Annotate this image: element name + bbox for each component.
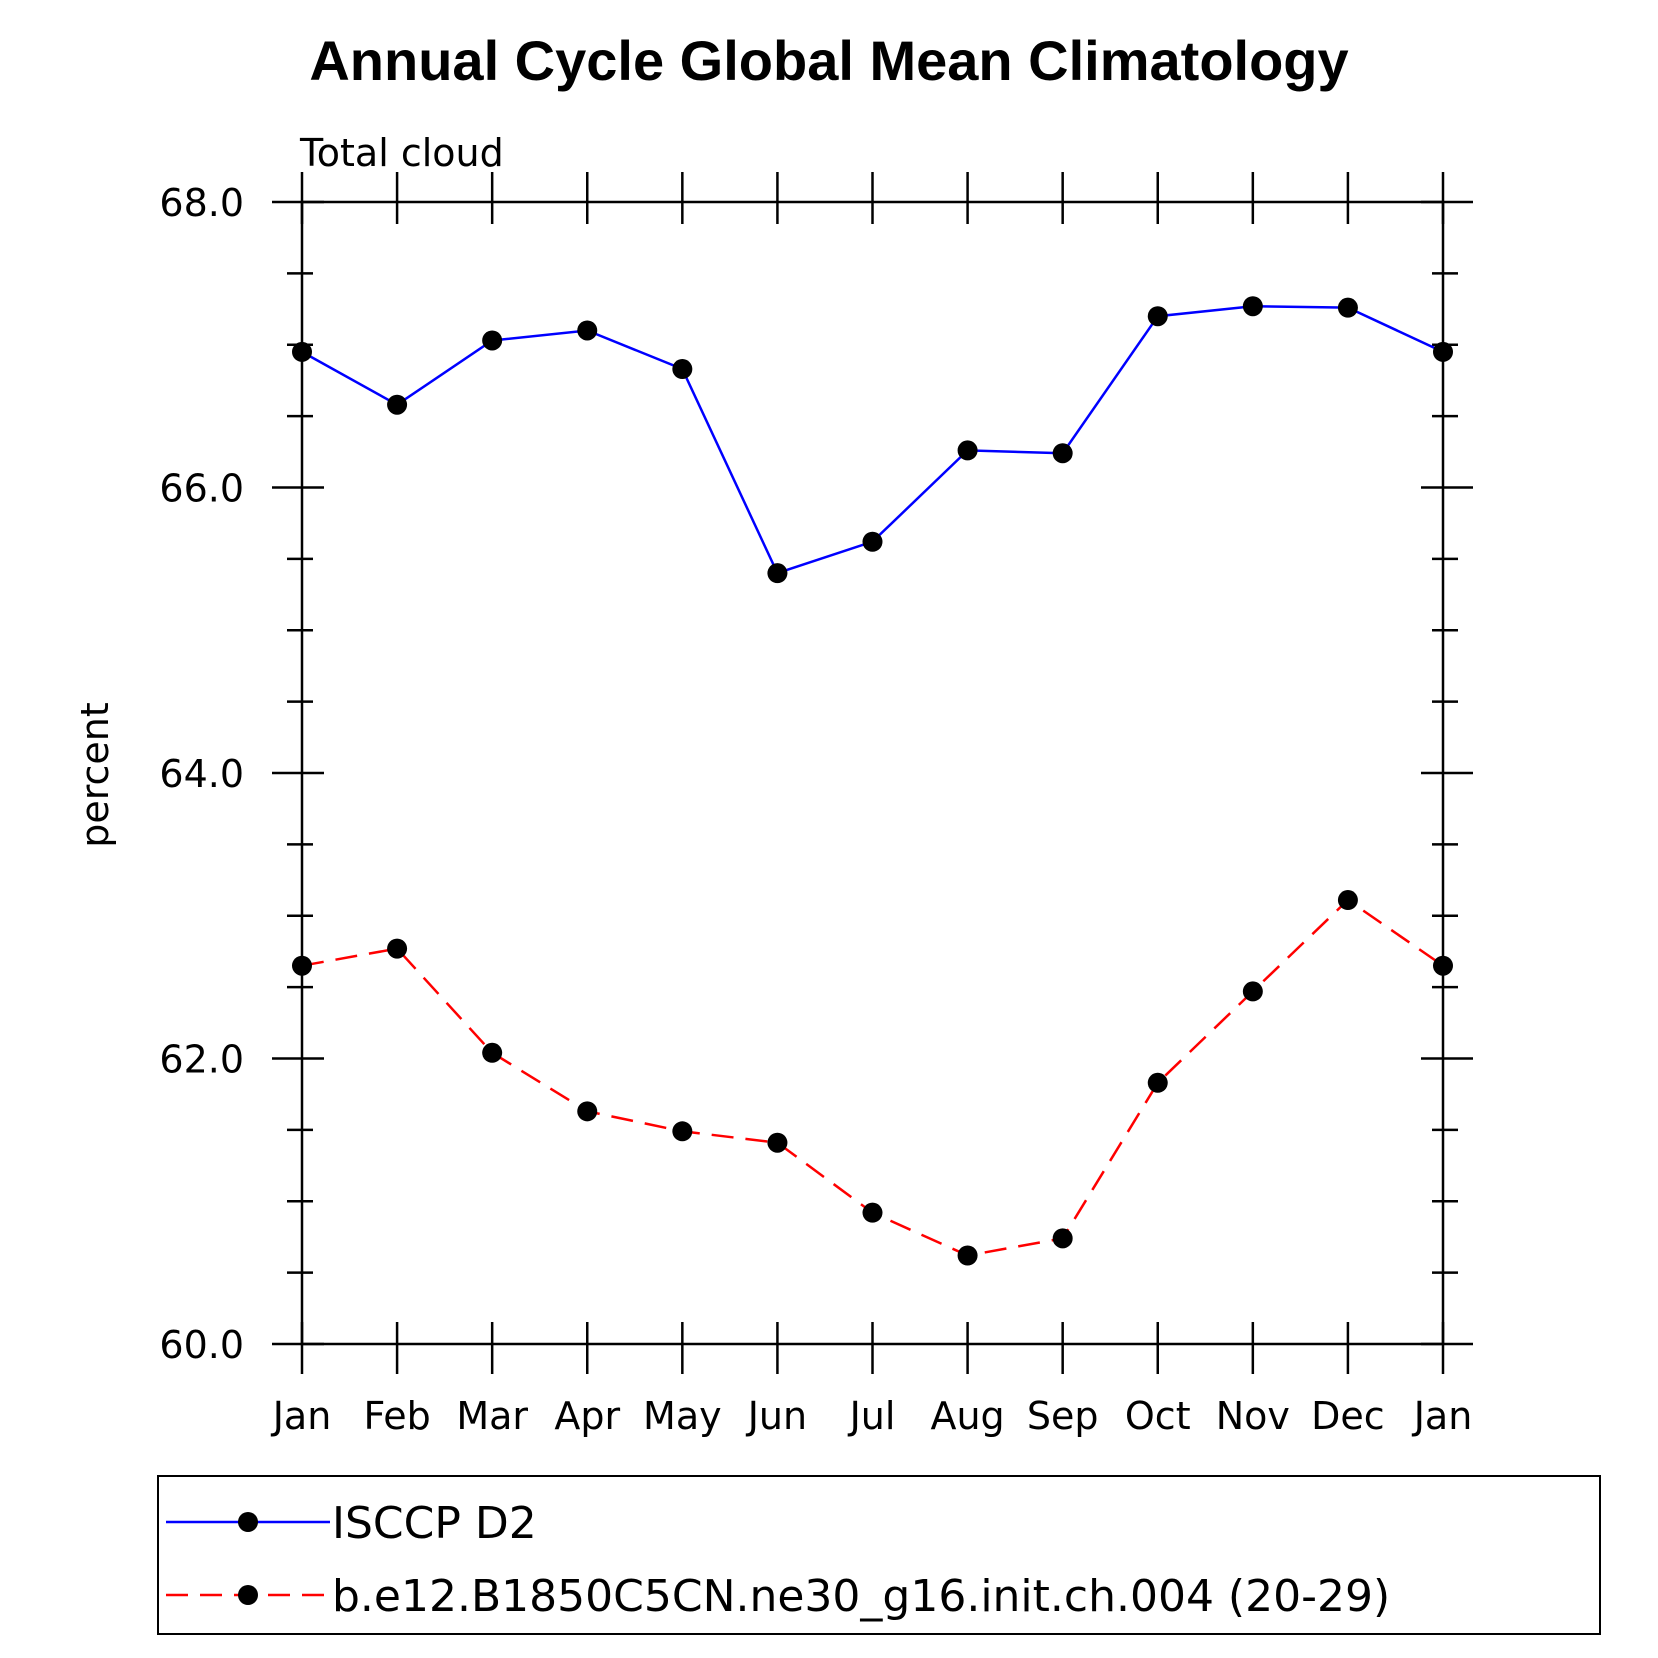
x-tick-label: Jul (848, 1394, 896, 1438)
data-point (767, 563, 788, 584)
y-tick-label: 60.0 (159, 1323, 244, 1367)
x-tick-label: Sep (1027, 1394, 1099, 1438)
series-1 (292, 296, 1453, 584)
data-point (577, 320, 598, 341)
y-tick-label: 64.0 (159, 752, 244, 796)
x-tick-label: Mar (456, 1394, 528, 1438)
x-tick-label: Oct (1125, 1394, 1191, 1438)
x-tick-label: Dec (1311, 1394, 1385, 1438)
data-point (482, 1042, 503, 1063)
legend-box (157, 1475, 1601, 1635)
data-point (1433, 955, 1453, 976)
x-tick-label: Aug (930, 1394, 1004, 1438)
legend-marker (238, 1585, 258, 1605)
x-tick-label: Jan (271, 1394, 332, 1438)
data-point (387, 394, 408, 415)
data-point (862, 1202, 883, 1223)
data-point (1242, 981, 1263, 1002)
x-tick-label: May (643, 1394, 722, 1438)
x-tick-label: Apr (554, 1394, 620, 1438)
data-point (387, 938, 408, 959)
data-point (862, 531, 883, 552)
y-tick-label: 62.0 (159, 1038, 244, 1082)
data-point (1052, 1228, 1073, 1249)
data-point (577, 1101, 598, 1122)
data-point (767, 1132, 788, 1153)
chart-title: Annual Cycle Global Mean Climatology (309, 29, 1348, 92)
legend-label: ISCCP D2 (332, 1498, 537, 1549)
data-point (292, 955, 312, 976)
data-point (672, 359, 693, 380)
x-tick-label: Jan (1412, 1394, 1473, 1438)
x-tick-label: Nov (1216, 1394, 1290, 1438)
plot-frame (300, 200, 1445, 1346)
y-axis-label: percent (73, 702, 117, 848)
ticks: Jan Feb Mar Apr May Jun Jul Aug Sep Oct Nov Dec Jan 6… (159, 172, 1473, 1438)
data-point (1147, 306, 1168, 327)
data-point (957, 1245, 978, 1266)
series-2 (292, 890, 1453, 1266)
legend-marker (238, 1512, 258, 1532)
data-point (957, 440, 978, 461)
data-point (1337, 890, 1358, 911)
series-line (301, 898, 1444, 1257)
data-point (1147, 1072, 1168, 1093)
x-tick-label: Feb (363, 1394, 430, 1438)
chart-subtitle: Total cloud (299, 131, 504, 175)
data-point (1337, 297, 1358, 318)
y-tick-label: 66.0 (159, 467, 244, 511)
data-point (482, 330, 503, 351)
data-point (1433, 341, 1453, 362)
data-point (1052, 443, 1073, 464)
y-tick-label: 68.0 (159, 181, 244, 225)
data-point (672, 1121, 693, 1142)
x-tick-label: Jun (746, 1394, 807, 1438)
data-point (292, 341, 312, 362)
data-point (1242, 296, 1263, 317)
legend-label: b.e12.B1850C5CN.ne30_g16.init.ch.004 (20… (332, 1571, 1390, 1622)
series-layer (292, 296, 1453, 1266)
legend: ISCCP D2 b.e12.B1850C5CN.ne30_g16.init.ch… (157, 1475, 1601, 1635)
axes (300, 200, 1445, 1346)
